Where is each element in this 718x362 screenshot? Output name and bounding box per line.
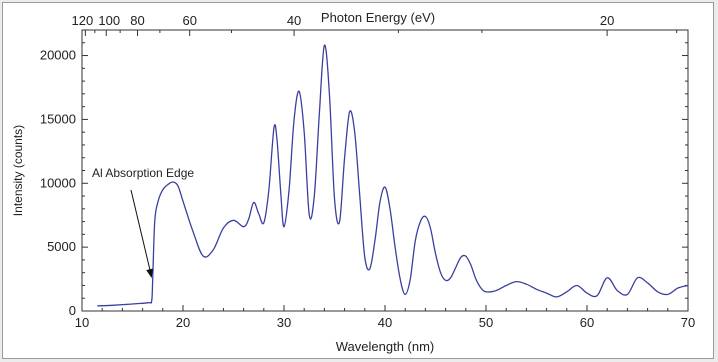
top-axis-ticks: 120 100 80 60 40 20 [72, 13, 678, 36]
y-axis-ticks: 0 5000 10000 15000 20000 [40, 29, 688, 318]
annotation-arrow-line [130, 189, 152, 274]
x-tick-label: 50 [479, 315, 493, 330]
top-tick-label: 60 [182, 13, 196, 28]
top-axis-label: Photon Energy (eV) [321, 10, 435, 25]
x-tick-label: 40 [378, 315, 392, 330]
x-tick-label: 70 [681, 315, 695, 330]
top-tick-label: 80 [130, 13, 144, 28]
series-line-intensity [97, 44, 689, 307]
y-axis-label: Intensity (counts) [11, 125, 25, 216]
annotation: Al Absorption Edge [92, 166, 194, 279]
top-tick-label: 120 [72, 13, 94, 28]
x-tick-label: 60 [580, 315, 594, 330]
top-tick-label: 20 [600, 13, 614, 28]
annotation-arrow-head [146, 268, 154, 279]
x-axis-label: Wavelength (nm) [336, 339, 435, 354]
y-tick-label: 5000 [47, 239, 76, 254]
x-tick-label: 10 [75, 315, 89, 330]
top-tick-label: 40 [287, 13, 301, 28]
y-tick-label: 15000 [40, 111, 76, 126]
y-tick-label: 0 [69, 303, 76, 318]
x-tick-label: 20 [176, 315, 190, 330]
y-tick-label: 20000 [40, 48, 76, 63]
x-axis-ticks: 10 20 30 40 50 60 70 [75, 305, 695, 330]
x-tick-label: 30 [277, 315, 291, 330]
annotation-label: Al Absorption Edge [92, 166, 194, 180]
top-tick-label: 100 [98, 13, 120, 28]
y-tick-label: 10000 [40, 175, 76, 190]
